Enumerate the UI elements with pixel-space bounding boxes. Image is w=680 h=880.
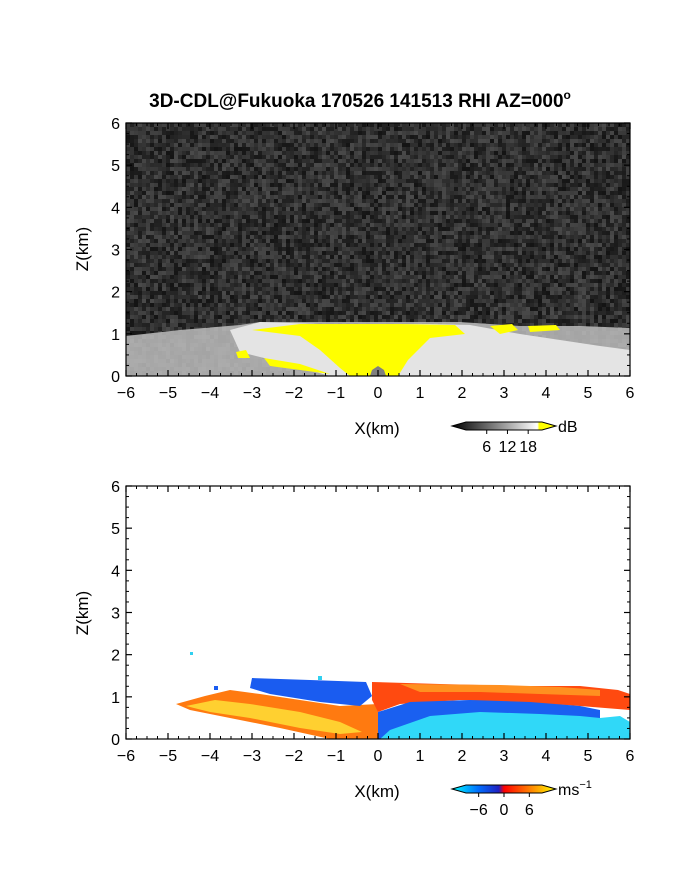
intensity-axes: −6 −5 −4 −3 −2 −1 0 1 2 3 4 5 6 0 1 2 3 4 5 6 (111, 116, 634, 402)
intensity-colorbar: 6 12 18 dB (450, 419, 578, 456)
velocity-x-tick-label: 1 (416, 748, 425, 765)
velocity-axes: −6 −5 −4 −3 −2 −1 0 1 2 3 4 5 6 0 1 2 3 4 5 6 (111, 479, 634, 765)
intensity-x-axis-label: X(km) (354, 419, 399, 438)
intensity-y-tick-label: 1 (111, 327, 120, 344)
velocity-positive-upper-right-orange (400, 684, 600, 696)
strong-echo-right-fringe (490, 324, 518, 334)
velocity-outlier-pixel (190, 652, 193, 655)
intensity-colorbar-tick-label: 18 (519, 439, 537, 456)
strong-echo-right-fringe-2 (528, 325, 560, 332)
intensity-y-axis-label: Z(km) (73, 227, 92, 271)
intensity-y-tick-label: 4 (111, 200, 120, 217)
strong-echo-region (252, 324, 465, 376)
intensity-x-tick-label: 4 (542, 385, 551, 402)
velocity-x-tick-label: −5 (159, 748, 177, 765)
velocity-negative-upper-left (250, 678, 372, 706)
intensity-y-tick-label: 3 (111, 243, 120, 260)
velocity-x-tick-label: −4 (201, 748, 219, 765)
velocity-colorbar: −6 0 6 ms−1 (450, 779, 592, 819)
velocity-y-tick-label: 4 (111, 563, 120, 580)
velocity-x-axis-label: X(km) (354, 782, 399, 801)
velocity-x-tick-label: 5 (584, 748, 593, 765)
intensity-x-tick-label: −6 (117, 385, 135, 402)
velocity-y-tick-label: 6 (111, 479, 120, 496)
velocity-y-tick-label: 5 (111, 521, 120, 538)
velocity-colorbar-tick-label: −6 (470, 802, 488, 819)
velocity-colorbar-tick-label: 0 (500, 802, 509, 819)
velocity-x-tick-label: −6 (117, 748, 135, 765)
intensity-y-tick-label: 6 (111, 116, 120, 133)
intensity-x-tick-label: 5 (584, 385, 593, 402)
velocity-x-tick-label: −1 (327, 748, 345, 765)
intensity-x-tick-label: 2 (458, 385, 467, 402)
intensity-x-tick-label: −1 (327, 385, 345, 402)
velocity-colorbar-ticks: −6 0 6 (470, 793, 534, 819)
intensity-colorbar-gradient (450, 421, 558, 431)
intensity-x-tick-label: 0 (374, 385, 383, 402)
velocity-y-tick-label: 2 (111, 648, 120, 665)
velocity-y-tick-label: 3 (111, 606, 120, 623)
velocity-positive-left-yellow (186, 700, 362, 734)
velocity-y-tick-label: 1 (111, 690, 120, 707)
velocity-negative-lower-right-cyan (380, 712, 630, 739)
intensity-y-tick-label: 0 (111, 369, 120, 386)
intensity-colorbar-unit: dB (558, 419, 578, 436)
intensity-colorbar-ticks: 6 12 18 (482, 430, 537, 456)
velocity-x-tick-label: 6 (626, 748, 635, 765)
velocity-y-tick-label: 0 (111, 732, 120, 749)
intensity-colorbar-tick-label: 12 (499, 439, 517, 456)
intensity-x-tick-label: 3 (500, 385, 509, 402)
intensity-x-tick-label: −5 (159, 385, 177, 402)
intensity-y-tick-label: 5 (111, 158, 120, 175)
intensity-x-tick-label: 6 (626, 385, 635, 402)
intensity-x-tick-label: 1 (416, 385, 425, 402)
velocity-colorbar-unit: ms−1 (558, 779, 592, 799)
intensity-noise-layer (126, 123, 630, 376)
velocity-x-tick-label: −3 (243, 748, 261, 765)
velocity-x-tick-label: −2 (285, 748, 303, 765)
intensity-y-tick-label: 2 (111, 285, 120, 302)
velocity-outlier-pixel (318, 676, 322, 680)
intensity-x-tick-label: −4 (201, 385, 219, 402)
intensity-x-tick-label: −2 (285, 385, 303, 402)
velocity-outlier-pixel (214, 686, 218, 690)
intensity-colorbar-tick-label: 6 (482, 439, 491, 456)
velocity-y-axis-label: Z(km) (73, 591, 92, 635)
velocity-x-tick-label: 3 (500, 748, 509, 765)
velocity-x-tick-label: 4 (542, 748, 551, 765)
velocity-x-tick-label: 0 (374, 748, 383, 765)
velocity-x-tick-label: 2 (458, 748, 467, 765)
velocity-colorbar-tick-label: 6 (525, 802, 534, 819)
chart-title: 3D-CDL@Fukuoka 170526 141513 RHI AZ=000o (149, 88, 571, 112)
intensity-x-tick-label: −3 (243, 385, 261, 402)
velocity-colorbar-gradient (450, 784, 558, 794)
strong-echo-left-fringe (236, 350, 330, 374)
